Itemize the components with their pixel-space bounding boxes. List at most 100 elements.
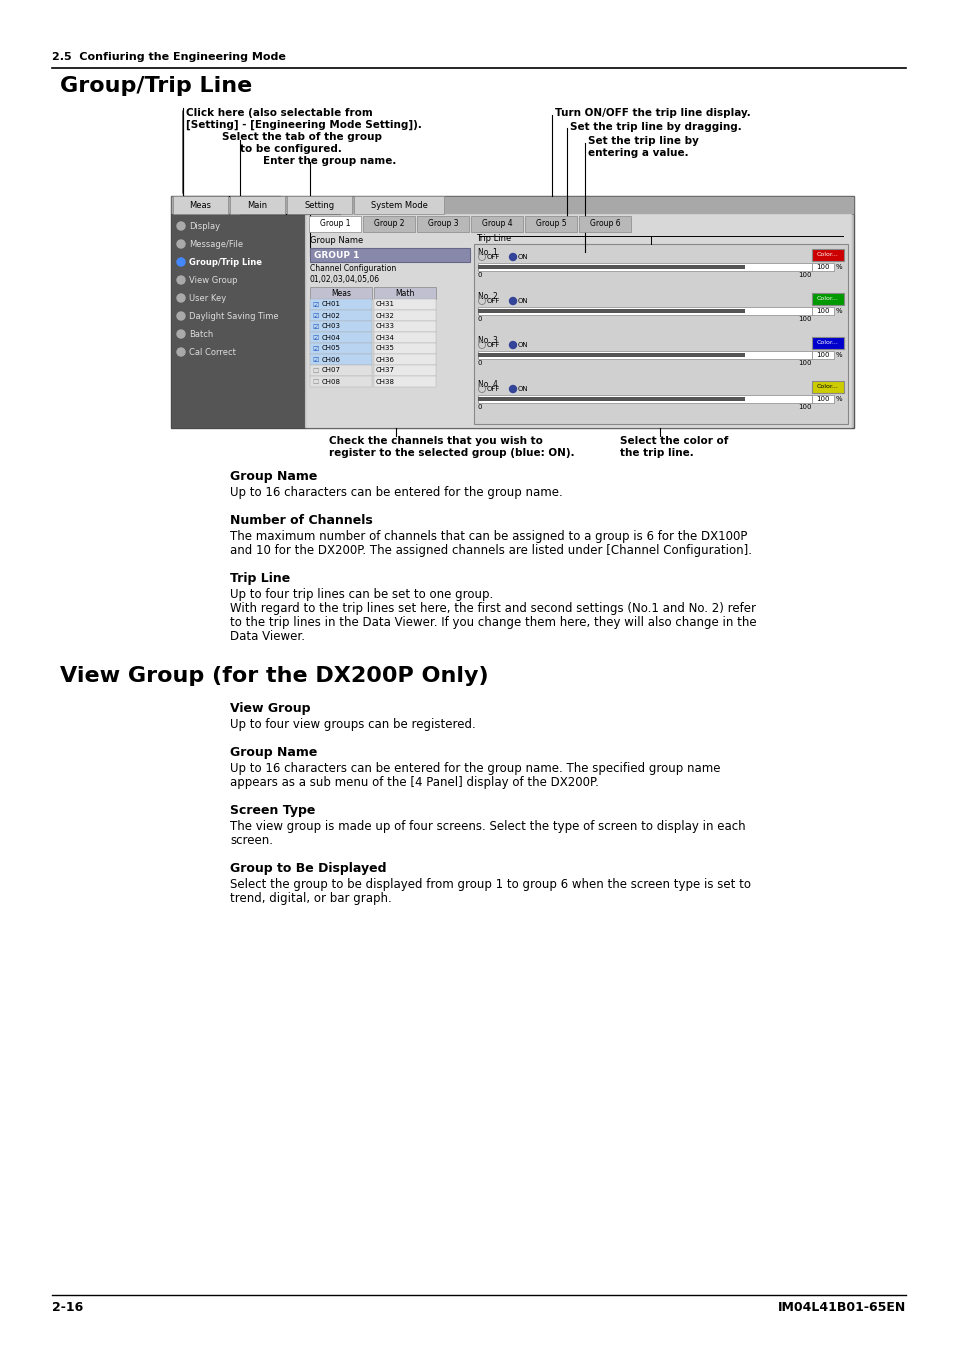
Text: screen.: screen.	[230, 834, 273, 846]
Text: 100: 100	[816, 396, 829, 402]
Text: CH38: CH38	[375, 378, 395, 385]
Bar	[811, 351, 833, 359]
Bar	[374, 343, 436, 354]
Bar	[374, 354, 436, 364]
Bar	[374, 321, 436, 332]
Bar	[811, 293, 843, 305]
Text: OFF: OFF	[486, 386, 500, 391]
Text: 100: 100	[816, 352, 829, 358]
Text: 100: 100	[797, 271, 811, 278]
Text: Group 4: Group 4	[481, 220, 512, 228]
Text: Channel Configuration: Channel Configuration	[310, 265, 395, 273]
Bar	[374, 310, 436, 321]
Text: Group Name: Group Name	[230, 470, 317, 483]
Text: System Mode: System Mode	[370, 201, 427, 209]
Text: With regard to the trip lines set here, the first and second settings (No.1 and : With regard to the trip lines set here, …	[230, 602, 755, 616]
Bar	[374, 332, 436, 343]
Bar	[306, 215, 851, 428]
Text: ON: ON	[517, 298, 528, 304]
Bar	[811, 248, 843, 261]
Text: 0: 0	[477, 360, 482, 366]
Text: Click here (also selectable from: Click here (also selectable from	[186, 108, 373, 117]
Text: Trip Line: Trip Line	[476, 234, 511, 243]
Text: the trip line.: the trip line.	[619, 448, 693, 458]
Bar	[477, 263, 811, 271]
Bar	[416, 216, 469, 232]
Text: CH32: CH32	[375, 312, 395, 319]
Bar	[310, 248, 470, 262]
Text: ☑: ☑	[312, 312, 318, 319]
Text: No. 3: No. 3	[477, 336, 497, 346]
Bar	[474, 244, 847, 424]
Text: appears as a sub menu of the [4 Panel] display of the DX200P.: appears as a sub menu of the [4 Panel] d…	[230, 776, 598, 788]
Text: CH06: CH06	[322, 356, 340, 363]
Bar	[310, 364, 372, 377]
Text: Meas: Meas	[331, 289, 351, 297]
Text: 100: 100	[797, 360, 811, 366]
Text: ☐: ☐	[312, 378, 318, 385]
Bar	[310, 343, 372, 354]
Text: [Setting] - [Engineering Mode Setting]).: [Setting] - [Engineering Mode Setting]).	[186, 120, 421, 130]
Text: Group Name: Group Name	[230, 747, 317, 759]
Text: Turn ON/OFF the trip line display.: Turn ON/OFF the trip line display.	[555, 108, 750, 117]
Text: Group 1: Group 1	[319, 220, 350, 228]
Bar	[471, 216, 522, 232]
Text: Main: Main	[247, 201, 267, 209]
Text: No. 4: No. 4	[477, 379, 497, 389]
Text: View Group (for the DX200P Only): View Group (for the DX200P Only)	[60, 666, 488, 686]
Text: GROUP 1: GROUP 1	[314, 251, 359, 259]
Text: %: %	[835, 396, 841, 402]
Text: OFF: OFF	[486, 342, 500, 348]
Text: 0: 0	[477, 271, 482, 278]
Circle shape	[509, 254, 516, 261]
Bar	[171, 196, 853, 215]
Bar	[811, 396, 833, 404]
Text: entering a value.: entering a value.	[587, 148, 688, 158]
Bar	[172, 196, 228, 215]
Text: Meas: Meas	[190, 201, 212, 209]
Bar	[310, 310, 372, 321]
Text: ☑: ☑	[312, 346, 318, 351]
Text: Screen Type: Screen Type	[230, 805, 315, 817]
Bar	[230, 196, 285, 215]
Bar	[477, 309, 744, 313]
Bar	[287, 196, 352, 215]
Text: 100: 100	[797, 316, 811, 323]
Text: ☑: ☑	[312, 324, 318, 329]
Text: CH04: CH04	[322, 335, 340, 340]
Bar	[477, 396, 811, 404]
Bar	[310, 377, 372, 387]
Text: Color...: Color...	[816, 385, 838, 390]
Bar	[477, 351, 811, 359]
Circle shape	[177, 275, 185, 284]
Text: 0: 0	[477, 404, 482, 410]
Bar	[171, 196, 853, 428]
Text: Cal Correct: Cal Correct	[189, 348, 235, 356]
Text: CH03: CH03	[322, 324, 340, 329]
Text: CH31: CH31	[375, 301, 395, 308]
Text: Group 3: Group 3	[427, 220, 457, 228]
Bar	[310, 354, 372, 364]
Bar	[374, 364, 436, 377]
Text: Group Name: Group Name	[310, 236, 363, 244]
Text: CH33: CH33	[375, 324, 395, 329]
Text: No. 2: No. 2	[477, 292, 497, 301]
Text: User Key: User Key	[189, 294, 226, 302]
Text: %: %	[835, 352, 841, 358]
Text: 100: 100	[797, 404, 811, 410]
Text: Trip Line: Trip Line	[230, 572, 290, 585]
Bar	[354, 196, 443, 215]
Text: %: %	[835, 265, 841, 270]
Bar	[524, 216, 577, 232]
Text: Color...: Color...	[816, 297, 838, 301]
Bar	[309, 216, 360, 232]
Text: OFF: OFF	[486, 298, 500, 304]
Bar	[477, 265, 744, 269]
Text: 2.5  Confiuring the Engineering Mode: 2.5 Confiuring the Engineering Mode	[52, 53, 286, 62]
Text: Message/File: Message/File	[189, 240, 243, 248]
Text: Set the trip line by: Set the trip line by	[587, 136, 699, 146]
Text: trend, digital, or bar graph.: trend, digital, or bar graph.	[230, 892, 392, 904]
Text: CH37: CH37	[375, 367, 395, 374]
Text: CH05: CH05	[322, 346, 340, 351]
Bar	[578, 216, 630, 232]
